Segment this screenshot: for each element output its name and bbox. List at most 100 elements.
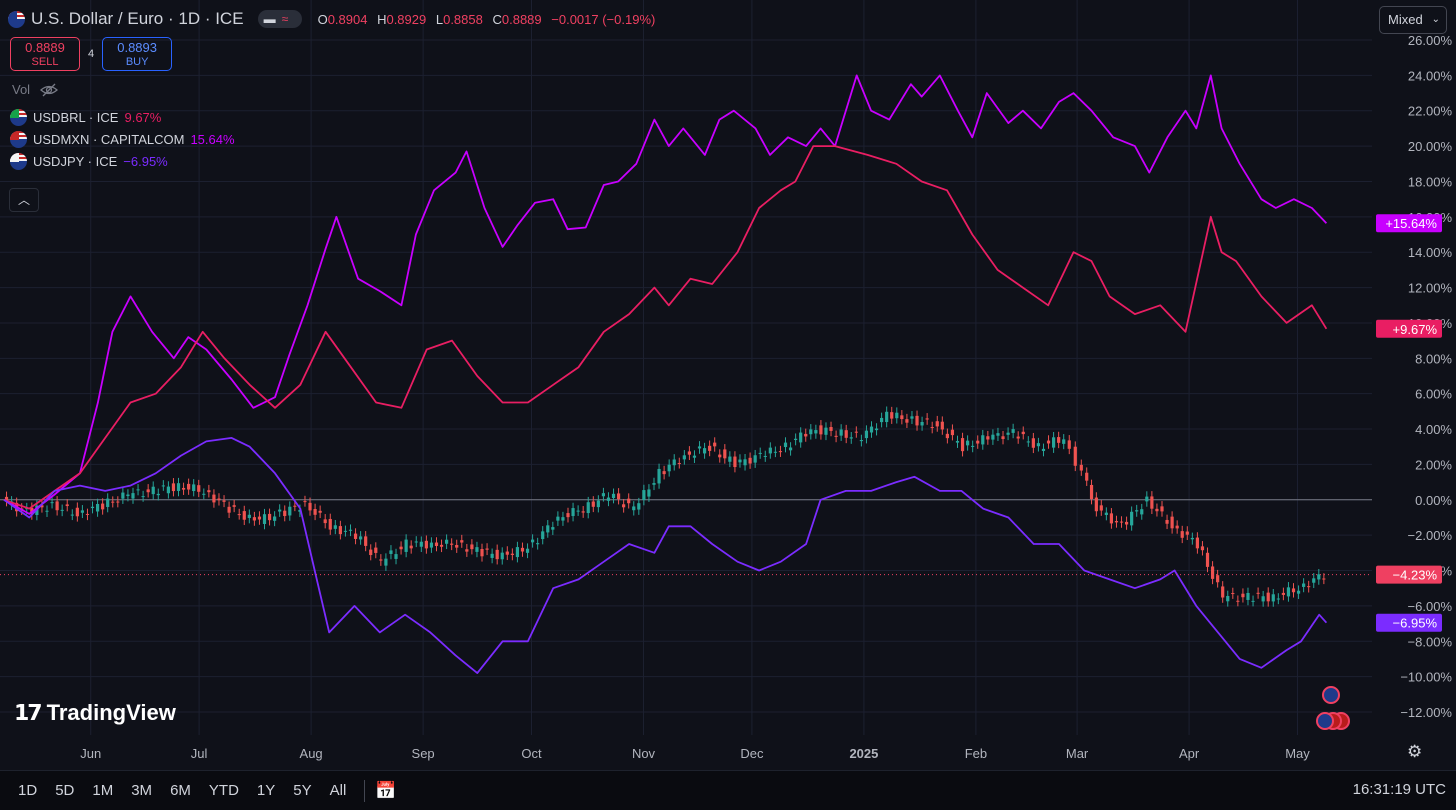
candle-body xyxy=(222,500,226,502)
range-5d[interactable]: 5D xyxy=(55,782,75,799)
candle-body xyxy=(1200,546,1205,551)
candle-body xyxy=(389,550,393,554)
candle-body xyxy=(1021,431,1025,435)
candle-body xyxy=(460,540,464,543)
candle-body xyxy=(1104,512,1108,516)
series-line xyxy=(3,145,1328,510)
series-row[interactable]: USDMXN · CAPITALCOM 15.64% xyxy=(10,128,235,150)
range-ytd[interactable]: YTD xyxy=(208,782,239,799)
volume-label: Vol xyxy=(12,82,31,97)
candle-body xyxy=(1046,440,1051,444)
candle-body xyxy=(242,511,246,520)
sell-button[interactable]: 0.8889 SELL xyxy=(10,37,80,71)
candle-body xyxy=(202,493,206,495)
usd-event-icon[interactable] xyxy=(1316,712,1334,730)
brl-flag-icon xyxy=(10,108,27,126)
candle-body xyxy=(713,442,717,447)
candle-body xyxy=(824,427,828,435)
candle-body xyxy=(313,509,317,515)
candle-body xyxy=(586,502,590,514)
candle-body xyxy=(384,558,388,566)
candle-body xyxy=(293,505,297,507)
axis-value-badge xyxy=(1376,565,1442,584)
series-row[interactable]: USDBRL · ICE 9.67% xyxy=(10,106,235,128)
x-tick-label: Oct xyxy=(521,746,542,761)
range-6m[interactable]: 6M xyxy=(170,782,191,799)
candle-body xyxy=(70,514,74,516)
candle-body xyxy=(1291,588,1296,593)
axis-value-badge xyxy=(1376,214,1442,233)
candle-body xyxy=(895,412,899,419)
candle-body xyxy=(606,497,611,501)
candle-body xyxy=(1261,596,1265,602)
y-tick-label: −12.00% xyxy=(1400,705,1452,720)
series-value: −6.95% xyxy=(123,153,168,169)
goto-date-calendar-icon[interactable]: 📅 xyxy=(375,780,397,800)
candle-body xyxy=(718,454,722,458)
candle-body xyxy=(530,539,535,543)
candle-body xyxy=(151,486,155,495)
range-5y[interactable]: 5Y xyxy=(293,782,312,799)
utc-clock[interactable]: 16:31:19 UTC xyxy=(1352,781,1446,798)
candle-body xyxy=(541,531,545,540)
candle-body xyxy=(505,551,509,555)
minus-icon: ▬ xyxy=(263,12,276,26)
settings-gear-icon[interactable]: ⚙ xyxy=(1407,742,1423,761)
range-all[interactable]: All xyxy=(329,782,347,799)
candle-body xyxy=(1155,508,1159,512)
candle-body xyxy=(252,517,256,521)
candle-body xyxy=(338,526,342,535)
candle-body xyxy=(637,503,641,510)
candle-body xyxy=(374,547,378,553)
candle-body xyxy=(106,498,110,507)
compare-toggle[interactable]: ▬ ≈ xyxy=(257,10,302,28)
candle-body xyxy=(1195,537,1199,549)
candle-body xyxy=(308,502,312,511)
symbol-title[interactable]: U.S. Dollar / Euro · 1D · ICE xyxy=(31,9,244,28)
events-markers[interactable] xyxy=(1312,684,1360,734)
candle-body xyxy=(733,456,737,468)
candle-body xyxy=(611,493,616,499)
candle-body xyxy=(829,426,833,431)
candle-body xyxy=(80,510,85,513)
candle-body xyxy=(161,485,165,487)
tradingview-mark-icon: 𝟭𝟳 xyxy=(14,700,43,725)
collapse-legend-button[interactable]: ︿ xyxy=(9,188,39,212)
candle-body xyxy=(1286,587,1291,597)
candle-body xyxy=(1216,575,1220,583)
chart-plot[interactable]: 26.00%24.00%22.00%20.00%18.00%16.00%14.0… xyxy=(0,0,1456,770)
candle-body xyxy=(1001,436,1005,440)
candle-body xyxy=(596,500,600,508)
scale-mode-select[interactable]: Mixed ⌄ xyxy=(1379,6,1447,34)
range-1y[interactable]: 1Y xyxy=(256,782,276,799)
candle-body xyxy=(45,510,49,512)
x-tick-label: Jul xyxy=(191,746,208,761)
candle-body xyxy=(445,539,449,544)
candle-body xyxy=(121,492,125,499)
y-tick-label: −8.00% xyxy=(1408,634,1453,649)
candle-body xyxy=(1322,578,1326,580)
eye-hidden-icon[interactable] xyxy=(40,83,59,97)
candle-body xyxy=(854,431,858,433)
candle-body xyxy=(510,553,514,555)
candle-body xyxy=(156,493,160,496)
candle-body xyxy=(515,547,520,558)
range-1m[interactable]: 1M xyxy=(92,782,114,799)
candle-body xyxy=(525,548,530,553)
range-3m[interactable]: 3M xyxy=(131,782,153,799)
candle-body xyxy=(905,419,909,423)
volume-indicator[interactable]: Vol xyxy=(12,82,59,97)
candle-body xyxy=(576,510,580,512)
series-row[interactable]: USDJPY · ICE −6.95% xyxy=(10,150,235,172)
buy-button[interactable]: 0.8893 BUY xyxy=(102,37,173,71)
y-tick-label: 18.00% xyxy=(1408,174,1453,189)
range-1d[interactable]: 1D xyxy=(18,782,38,799)
candle-body xyxy=(738,459,742,463)
candle-body xyxy=(146,489,150,493)
candle-body xyxy=(227,506,231,513)
candle-body xyxy=(622,504,626,508)
candle-body xyxy=(788,447,793,451)
eur-event-icon[interactable] xyxy=(1322,686,1340,704)
candle-body xyxy=(1011,429,1015,433)
y-tick-label: 0.00% xyxy=(1415,493,1452,508)
